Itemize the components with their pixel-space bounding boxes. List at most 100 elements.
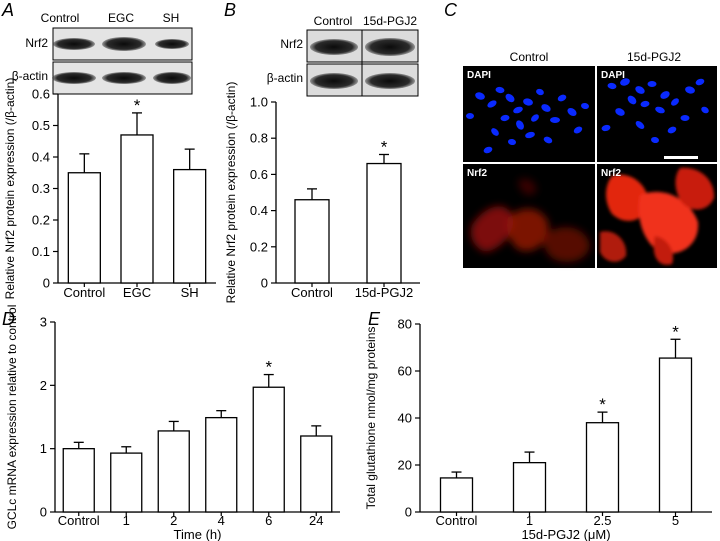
dapi-nucleus (635, 121, 645, 129)
chart-d-y-axis-label: GCLc mRNA expression relative to control (5, 305, 19, 530)
dapi-nucleus (505, 93, 515, 103)
dapi-nucleus (627, 95, 637, 105)
micrograph-label-nrf2-15d: Nrf2 (601, 168, 621, 179)
chart-d: 0 1 2 3 GCLc mRNA expression relative to con… (5, 305, 340, 541)
chart-e-y-axis-label: Total glutathione nmol/mg proteins (364, 327, 378, 510)
chart-d-category-label: 24 (309, 513, 323, 528)
chart-d-significance-star: * (265, 358, 272, 377)
chart-b-ytick-label: 0.8 (250, 131, 268, 146)
dapi-nucleus (620, 78, 630, 86)
panel-label-d: D (2, 309, 15, 329)
dapi-nucleus (487, 100, 497, 108)
chart-b-y-axis-label: Relative Nrf2 protein expression (/β-act… (224, 82, 238, 304)
chart-e-ytick-label: 0 (405, 505, 412, 520)
dapi-nucleus (483, 146, 493, 154)
panel-label-a: A (1, 0, 14, 20)
chart-d-category-label: 6 (265, 513, 272, 528)
chart-a-category-label: Control (63, 285, 105, 300)
chart-e-ytick-label: 60 (398, 364, 412, 379)
panel-label-c: C (444, 0, 458, 20)
chart-a-ytick-label: 0.3 (32, 181, 50, 196)
chart-a-bar (120, 134, 154, 284)
chart-d-bar (110, 452, 143, 513)
dapi-nucleus (680, 115, 690, 121)
chart-e-bar (585, 422, 620, 513)
dapi-nucleus (550, 117, 560, 123)
chart-e-ytick-label: 80 (398, 317, 412, 332)
dapi-nuclei-15d (601, 78, 709, 144)
dapi-nucleus (660, 91, 670, 99)
chart-d-ytick-label: 3 (40, 315, 47, 330)
chart-b-ytick-label: 0.2 (250, 239, 268, 254)
chart-e-category-label: Control (436, 513, 478, 528)
chart-e-category-label: 1 (526, 513, 533, 528)
scale-bar (664, 156, 698, 159)
chart-b-ytick-label: 0.6 (250, 167, 268, 182)
dapi-nucleus (466, 113, 474, 119)
micrograph-panel-c: Control 15d-PGJ2 DAPI DAPI Nrf2 Nrf2 (463, 50, 717, 268)
chart-e-bar (512, 461, 547, 513)
chart-d-bar (62, 448, 95, 513)
dapi-nucleus (525, 131, 535, 139)
chart-a-ytick-label: 0.4 (32, 150, 50, 165)
blot-band (102, 37, 146, 51)
chart-b-category-label: 15d-PGJ2 (355, 285, 414, 300)
blot-band (52, 72, 96, 84)
dapi-nucleus (651, 136, 659, 144)
blot-band (53, 38, 95, 50)
western-blot-b: Control 15d-PGJ2 Nrf2 β-actin (267, 14, 419, 97)
micrograph-col-15d: 15d-PGJ2 (627, 50, 681, 64)
chart-a-y-axis-label: Relative Nrf2 protein expression (/β-act… (3, 78, 17, 300)
dapi-nucleus (557, 94, 567, 102)
dapi-nucleus (543, 136, 553, 144)
dapi-nucleus (491, 128, 499, 136)
chart-b-ytick-label: 0 (261, 276, 268, 291)
blot-a-lane-egc: EGC (108, 11, 134, 25)
nrf2-signal-15d (600, 167, 715, 265)
chart-d-category-label: 1 (123, 513, 130, 528)
chart-b-bar (294, 199, 330, 284)
micrograph-label-dapi-15d: DAPI (601, 70, 625, 81)
chart-d-category-label: 2 (170, 513, 177, 528)
chart-a-ytick-label: 0.2 (32, 213, 50, 228)
blot-b-lane-control: Control (314, 14, 353, 28)
blot-band (310, 39, 358, 55)
chart-a: 0 0.1 0.2 0.3 0.4 0.5 0.6 Relative Nrf2 protein… (3, 78, 216, 300)
chart-d-bar (205, 416, 238, 513)
blot-band (365, 73, 415, 89)
chart-d-bar (252, 386, 285, 513)
blot-b-lane-15d: 15d-PGJ2 (363, 14, 417, 28)
chart-e-bar (439, 477, 474, 513)
chart-d-category-label: 4 (218, 513, 225, 528)
chart-d-ytick-label: 1 (40, 441, 47, 456)
chart-e-category-label: 5 (672, 513, 679, 528)
chart-a-ytick-label: 0 (43, 276, 50, 291)
chart-e-ytick-label: 40 (398, 411, 412, 426)
dapi-nuclei-control (466, 86, 589, 154)
chart-e-category-label: 2.5 (593, 513, 611, 528)
blot-band (155, 39, 189, 49)
nrf2-signal-control (470, 178, 590, 262)
dapi-nucleus (685, 86, 695, 94)
dapi-nucleus (695, 78, 705, 86)
micrograph-col-control: Control (510, 50, 549, 64)
chart-b-significance-star: * (381, 137, 388, 156)
blot-a-lane-sh: SH (163, 11, 180, 25)
chart-b-category-label: Control (291, 285, 333, 300)
chart-a-category-label: SH (181, 285, 199, 300)
chart-a-ytick-label: 0.5 (32, 118, 50, 133)
dapi-nucleus (601, 124, 611, 132)
chart-e-significance-star: * (672, 322, 679, 341)
dapi-nucleus (667, 126, 677, 134)
dapi-nucleus (635, 86, 645, 94)
chart-a-bar (67, 172, 101, 284)
chart-e-bar (658, 357, 693, 513)
dapi-nucleus (573, 126, 583, 134)
chart-a-bar (173, 168, 207, 284)
chart-d-bar (157, 430, 190, 513)
chart-d-category-label: Control (58, 513, 100, 528)
dapi-nucleus (541, 104, 551, 112)
dapi-nucleus (701, 106, 709, 114)
dapi-nucleus (671, 98, 679, 106)
